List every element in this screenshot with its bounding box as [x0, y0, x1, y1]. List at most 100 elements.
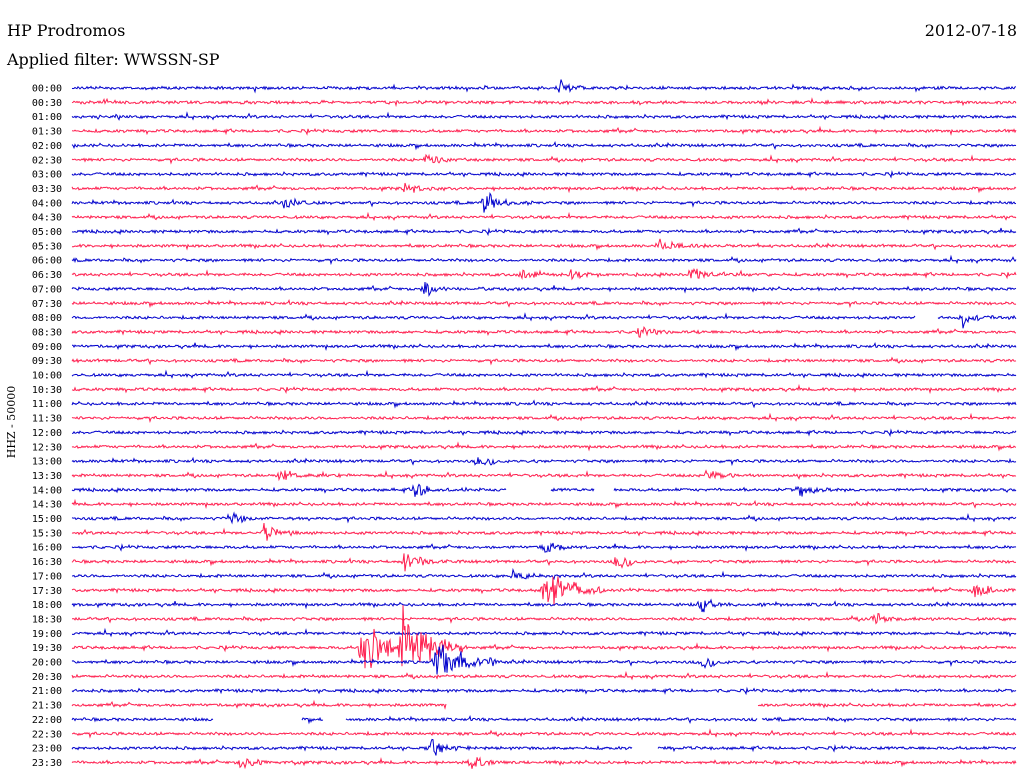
row-label: 06:30: [32, 270, 62, 281]
row-label: 14:00: [32, 485, 62, 496]
row-label: 12:30: [32, 442, 62, 453]
trace-row: [71, 523, 1017, 541]
row-label: 21:30: [32, 701, 62, 712]
trace-row: [71, 111, 1017, 121]
row-label: 08:00: [32, 313, 62, 324]
row-label: 04:30: [32, 213, 62, 224]
trace-row: [71, 254, 1017, 266]
trace-row: [71, 428, 1017, 437]
row-label: 00:30: [32, 98, 62, 109]
row-label: 19:30: [32, 643, 62, 654]
row-label: 04:00: [32, 198, 62, 209]
trace-row: [71, 383, 1017, 395]
row-label: 19:00: [32, 629, 62, 640]
trace-row: [71, 399, 1017, 409]
trace-row: [71, 170, 1016, 179]
row-label: 09:30: [32, 356, 62, 367]
trace-row: [71, 686, 1017, 696]
row-label: 23:00: [32, 744, 62, 755]
row-labels: 00:00 00:30 01:00 01:30 02:00 02:30 03:00 03:30…: [32, 84, 62, 769]
row-label: 11:00: [32, 399, 62, 410]
trace-row: [71, 511, 1017, 525]
row-label: 03:00: [32, 170, 62, 181]
trace-row: [71, 728, 1017, 739]
row-label: 07:00: [32, 284, 62, 295]
row-label: 14:30: [32, 500, 62, 511]
row-label: 11:30: [32, 414, 62, 425]
trace-row: [71, 498, 1017, 510]
row-label: 16:30: [32, 557, 62, 568]
trace-row: [71, 97, 1017, 108]
row-label: 03:30: [32, 184, 62, 195]
trace-row: [71, 567, 1017, 581]
row-label: 18:00: [32, 600, 62, 611]
station-name: HP Prodromos: [7, 21, 126, 40]
trace-row: [71, 298, 1017, 309]
trace-row: [71, 227, 1017, 237]
row-label: 18:30: [32, 614, 62, 625]
row-label: 02:00: [32, 141, 62, 152]
trace-row: [71, 483, 1017, 497]
row-label: 15:30: [32, 528, 62, 539]
row-label: 17:30: [32, 586, 62, 597]
trace-row: [71, 182, 1017, 194]
trace-row: [71, 699, 1017, 710]
trace-row: [71, 412, 1017, 423]
row-label: 10:30: [32, 385, 62, 396]
row-label: 16:00: [32, 543, 62, 554]
row-label: 05:00: [32, 227, 62, 238]
trace-row: [71, 456, 1017, 467]
trace-row: [71, 125, 1017, 136]
trace-row: [71, 369, 1017, 379]
row-label: 20:30: [32, 672, 62, 683]
row-label: 10:00: [32, 371, 62, 382]
trace-row: [71, 576, 1017, 605]
row-label: 22:00: [32, 715, 62, 726]
row-label: 02:30: [32, 155, 62, 166]
row-label: 23:30: [32, 758, 62, 769]
row-label: 21:00: [32, 686, 62, 697]
trace-row: [71, 211, 1017, 222]
row-label: 15:00: [32, 514, 62, 525]
row-label: 13:30: [32, 471, 62, 482]
row-label: 01:30: [32, 127, 62, 138]
trace-row: [71, 312, 1017, 329]
row-label: 08:30: [32, 327, 62, 338]
row-label: 20:00: [32, 658, 62, 669]
trace-row: [71, 598, 1017, 613]
trace-row: [71, 325, 1017, 339]
trace-row: [71, 141, 1017, 151]
trace-row: [71, 738, 1017, 756]
traces: [71, 79, 1017, 770]
trace-row: [71, 756, 1017, 770]
trace-row: [72, 341, 1017, 352]
trace-row: [71, 542, 1017, 553]
trace-row: [71, 79, 1017, 94]
row-label: 05:30: [32, 241, 62, 252]
row-label: 07:30: [32, 299, 62, 310]
row-label: 01:00: [32, 112, 62, 123]
row-label: 09:00: [32, 342, 62, 353]
trace-row: [71, 191, 1017, 213]
row-label: 12:00: [32, 428, 62, 439]
trace-row: [71, 282, 1017, 297]
trace-row: [71, 356, 1017, 366]
trace-row: [71, 644, 1017, 675]
trace-row: [71, 553, 1017, 572]
row-label: 00:00: [32, 84, 62, 95]
trace-row: [71, 469, 1017, 482]
trace-row: [71, 268, 1017, 281]
trace-row: [71, 605, 1017, 669]
trace-row: [71, 441, 1017, 452]
date-label: 2012-07-18: [924, 21, 1017, 40]
row-label: 13:00: [32, 457, 62, 468]
trace-row: [71, 670, 1017, 681]
trace-row: [71, 238, 1017, 251]
trace-row: [71, 627, 1017, 638]
row-label: 06:00: [32, 256, 62, 267]
trace-row: [71, 715, 1017, 725]
filter-label: Applied filter: WWSSN-SP: [7, 50, 220, 69]
row-label: 17:00: [32, 571, 62, 582]
row-label: 22:30: [32, 729, 62, 740]
